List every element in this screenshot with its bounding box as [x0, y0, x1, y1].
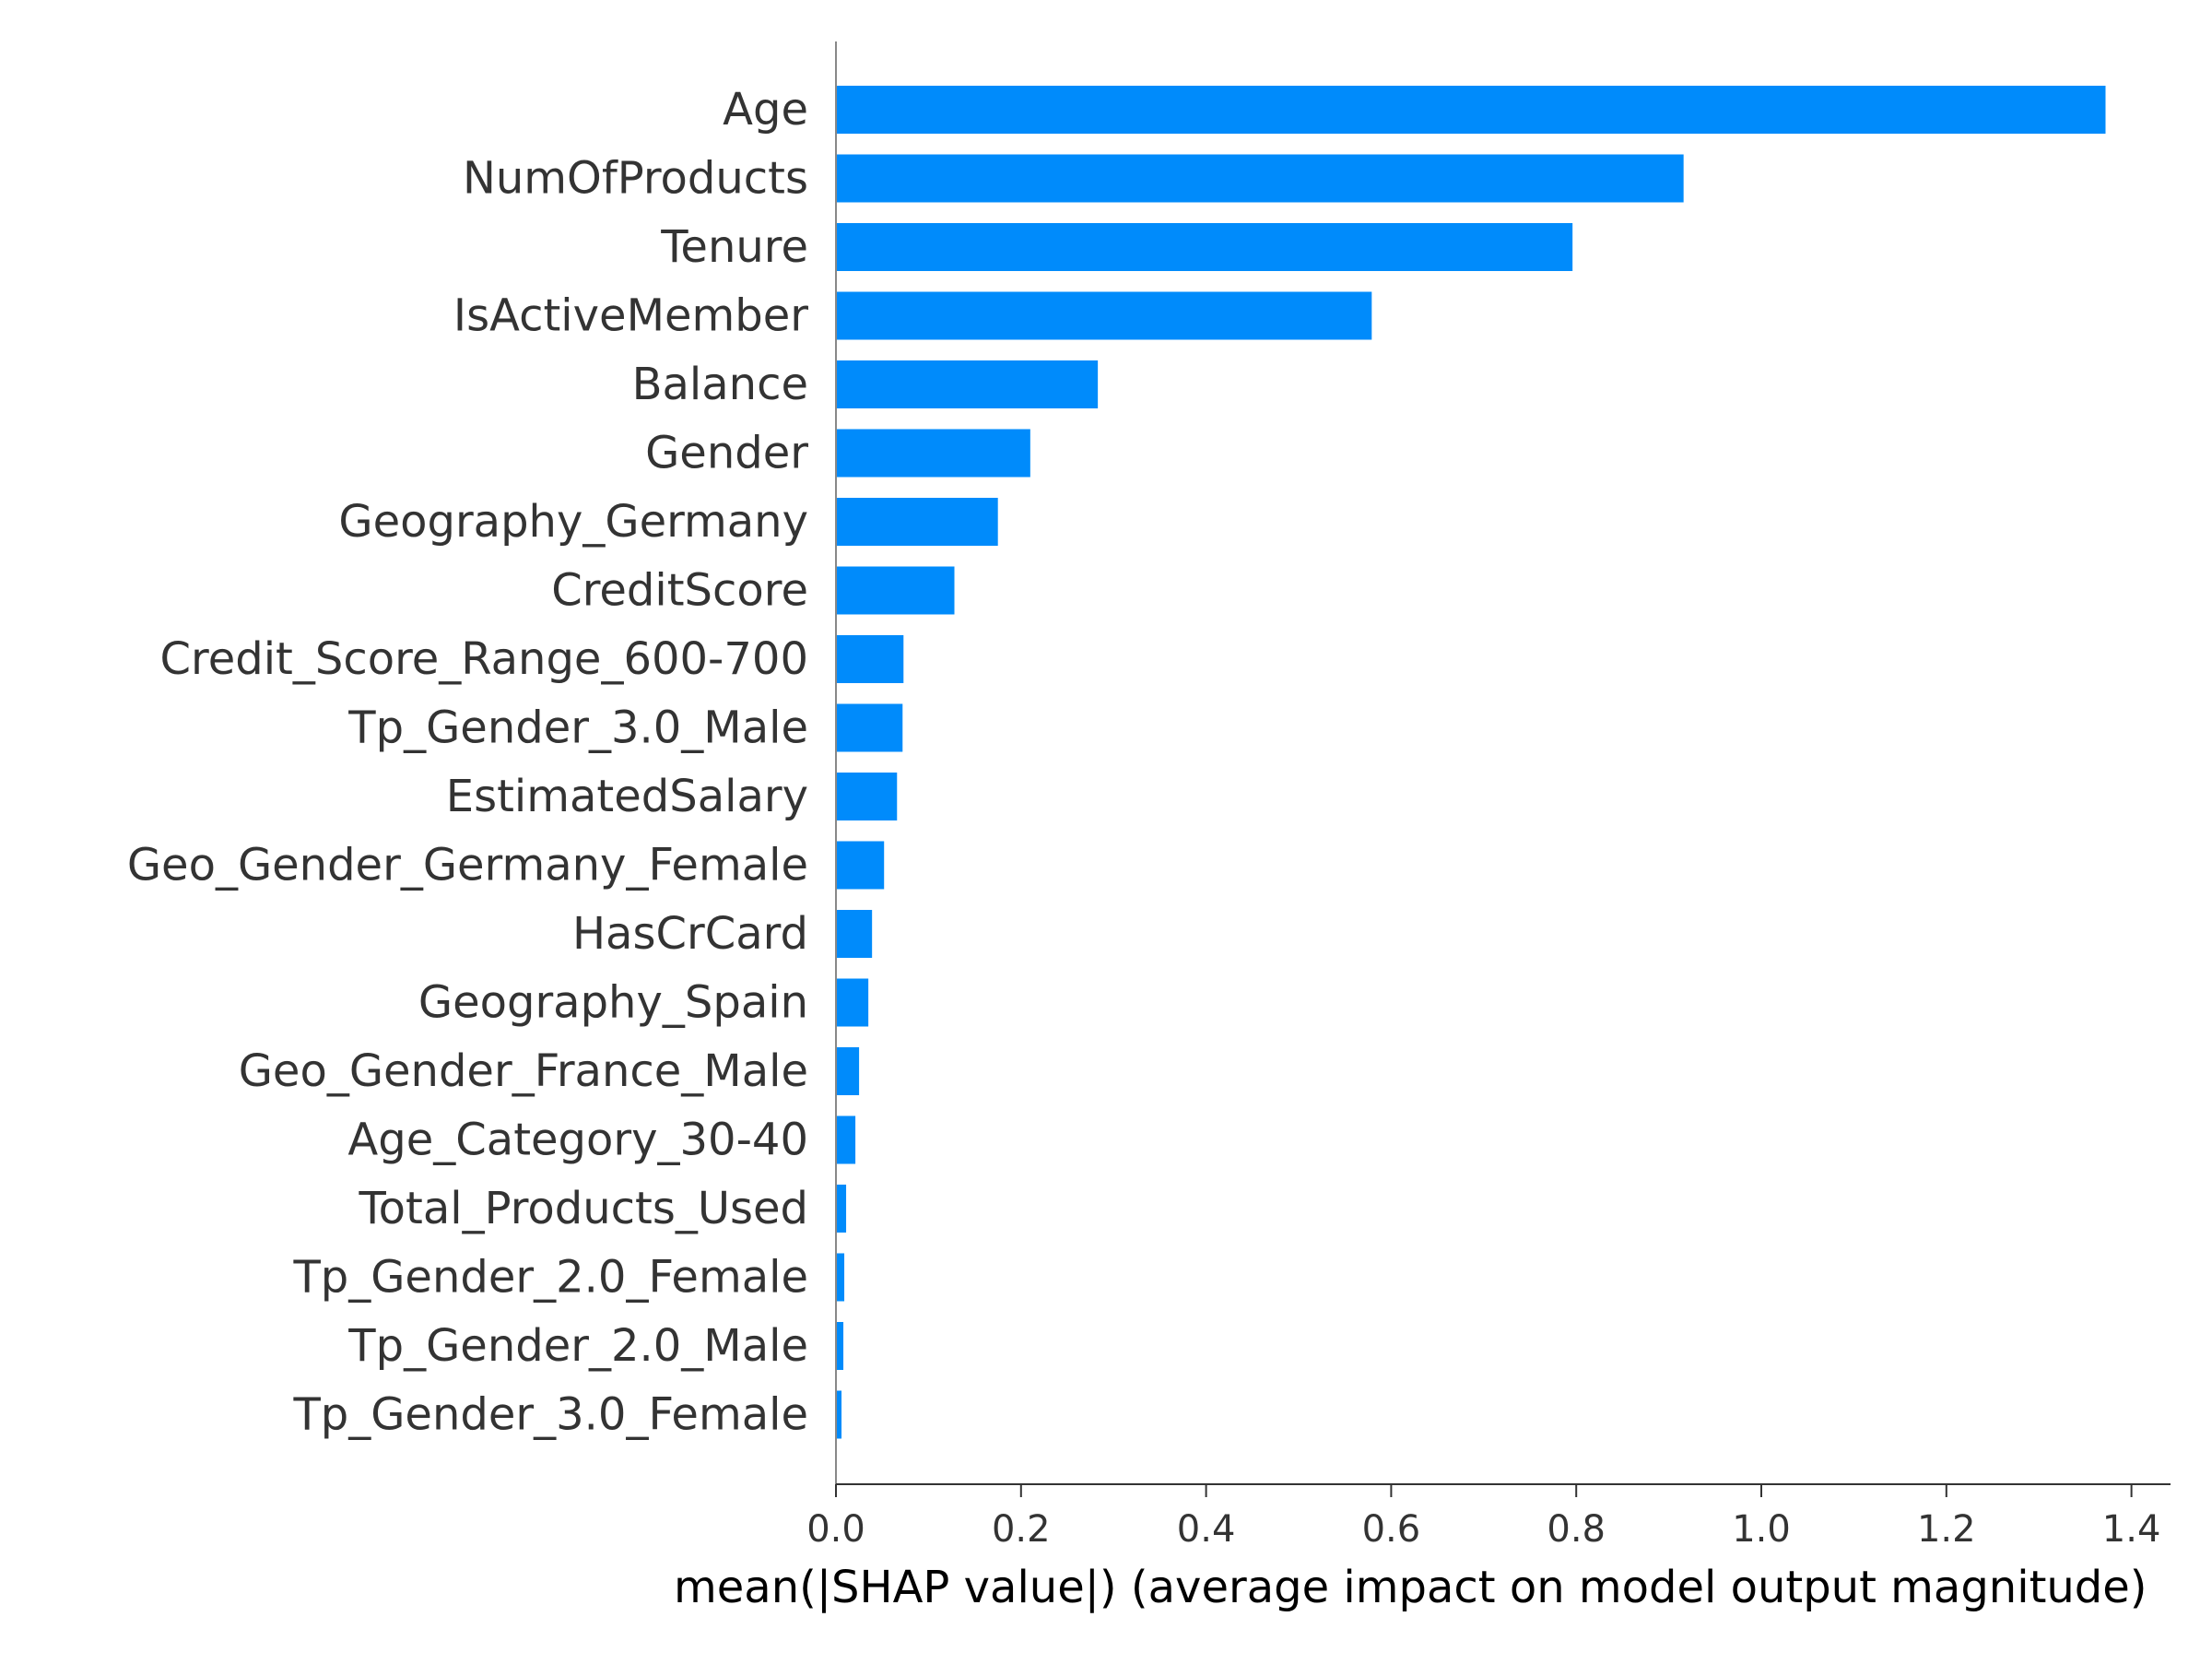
bar [836, 1253, 845, 1302]
bar [836, 1185, 847, 1233]
bar [836, 154, 1684, 203]
bar [836, 1322, 844, 1370]
x-tick-label: 0.0 [806, 1508, 865, 1551]
feature-label: Balance [632, 359, 808, 410]
bar [836, 978, 869, 1027]
feature-label: Geography_Spain [418, 977, 808, 1029]
feature-label: IsActiveMember [453, 290, 808, 342]
x-axis-title: mean(|SHAP value|) (average impact on mo… [674, 1562, 2147, 1613]
bar [836, 429, 1030, 478]
x-axis: 0.0 0.2 0.4 0.6 0.8 1.0 1.2 1.4 [806, 41, 2171, 1551]
feature-label: Tp_Gender_3.0_Male [347, 702, 808, 754]
x-tick-label: 1.0 [1732, 1508, 1791, 1551]
feature-label: Geo_Gender_Germany_Female [127, 840, 808, 891]
feature-label: Tp_Gender_2.0_Male [347, 1320, 808, 1372]
bar [836, 86, 2106, 134]
feature-label: Geo_Gender_France_Male [239, 1045, 808, 1097]
feature-labels: Age NumOfProducts Tenure IsActiveMember Bala… [127, 84, 808, 1441]
x-tick-label: 1.4 [2102, 1508, 2161, 1551]
bar [836, 773, 898, 820]
x-tick-label: 1.2 [1917, 1508, 1976, 1551]
feature-label: Geography_Germany [338, 496, 808, 548]
feature-label: EstimatedSalary [446, 771, 808, 822]
x-tick-label: 0.2 [992, 1508, 1051, 1551]
bars-group [836, 86, 2106, 1439]
feature-label: Age [723, 84, 808, 136]
x-tick-label: 0.8 [1547, 1508, 1606, 1551]
feature-label: NumOfProducts [463, 153, 808, 205]
bar [836, 1115, 856, 1164]
bar [836, 841, 885, 890]
bar [836, 635, 904, 683]
x-tick-label: 0.6 [1362, 1508, 1421, 1551]
bar [836, 566, 955, 615]
feature-label: Tp_Gender_2.0_Female [292, 1252, 808, 1304]
bar [836, 291, 1372, 340]
bar [836, 223, 1573, 271]
feature-label: Total_Products_Used [359, 1183, 809, 1234]
feature-label: HasCrCard [572, 908, 808, 960]
feature-label: Tenure [660, 221, 808, 273]
bar [836, 1390, 842, 1439]
bar [836, 498, 998, 546]
feature-label: Credit_Score_Range_600-700 [160, 633, 808, 685]
bar [836, 703, 903, 752]
bar [836, 910, 873, 958]
feature-label: CreditScore [551, 565, 808, 617]
bar [836, 1047, 860, 1095]
feature-label: Gender [645, 428, 808, 479]
bar [836, 360, 1099, 408]
feature-label: Age_Category_30-40 [347, 1115, 808, 1166]
feature-label: Tp_Gender_3.0_Female [292, 1389, 808, 1441]
x-tick-label: 0.4 [1177, 1508, 1236, 1551]
